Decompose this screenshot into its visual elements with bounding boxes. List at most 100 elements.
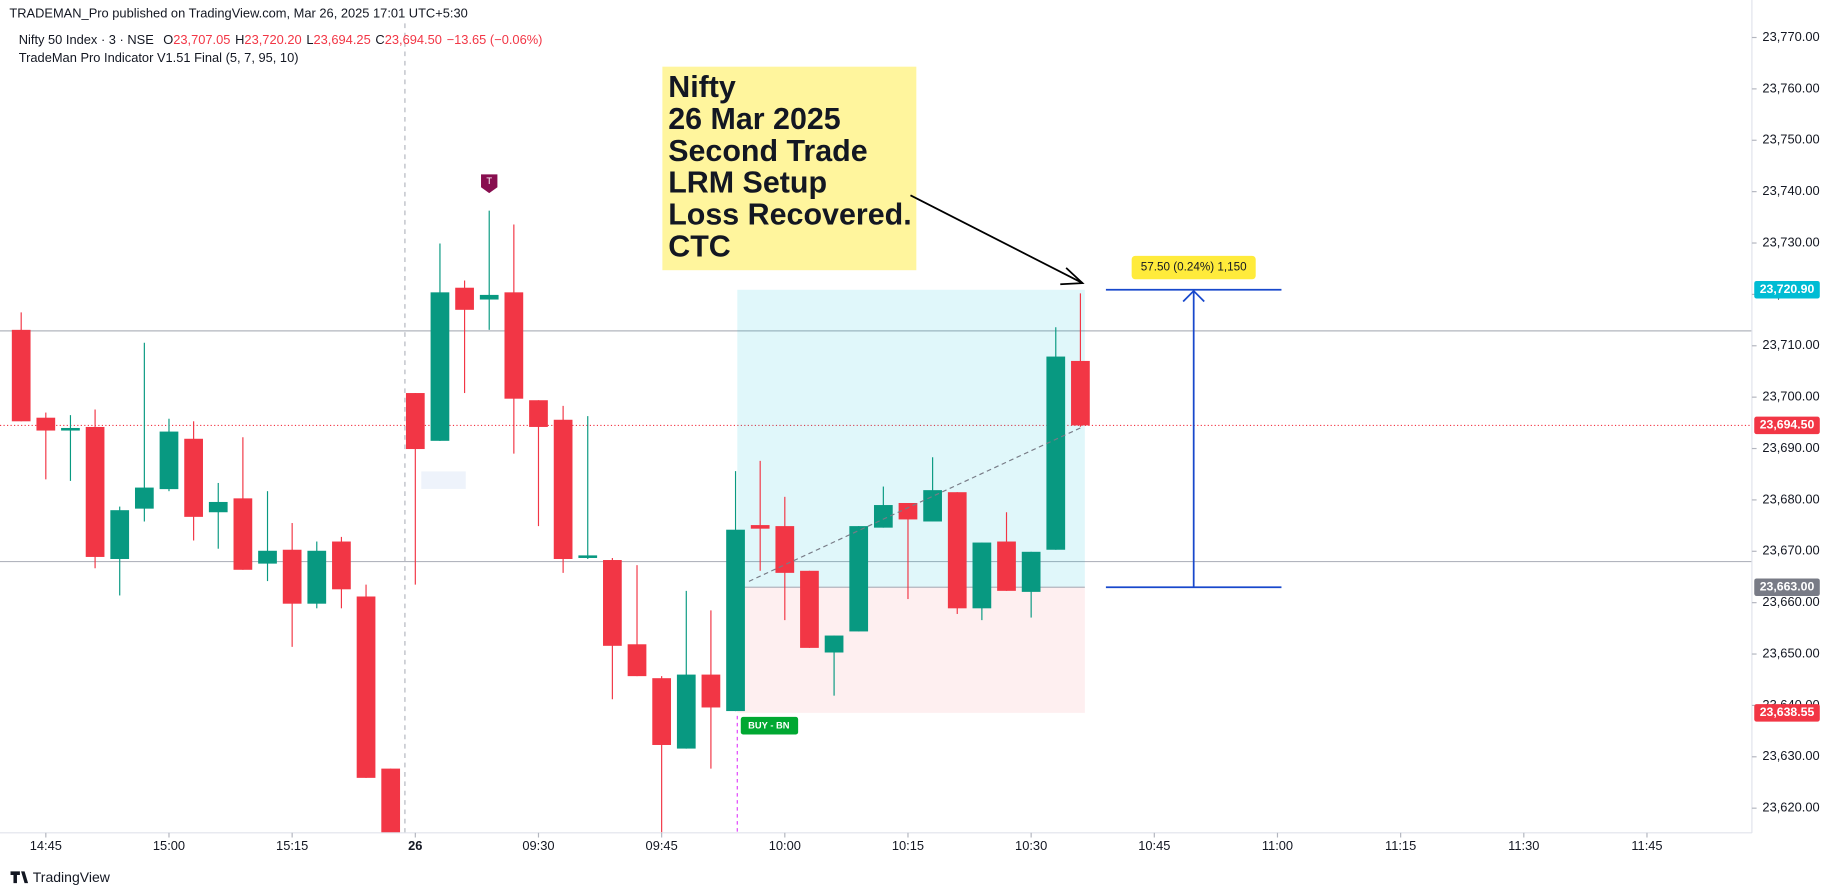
candle-body	[258, 550, 277, 564]
legend-key: C	[375, 32, 384, 47]
candle-body	[750, 525, 770, 529]
candle-body	[208, 501, 228, 513]
y-tick-label: 23,620.00	[1762, 800, 1819, 815]
x-tick-label: 11:30	[1508, 838, 1539, 853]
y-tick-label: 23,680.00	[1762, 491, 1819, 506]
x-tick-label: 11:15	[1385, 838, 1416, 853]
x-tick-label: 15:00	[153, 838, 185, 853]
annotation-line: 26 Mar 2025	[668, 102, 841, 136]
axis-label-bg	[1754, 704, 1820, 722]
candle-body	[997, 541, 1016, 591]
measure-arrowhead	[1182, 289, 1205, 303]
candle-body	[134, 487, 154, 509]
candle-body	[529, 400, 548, 427]
x-tick-label: 11:00	[1262, 838, 1293, 853]
price-label-bg	[1754, 416, 1820, 435]
candle-body	[504, 292, 524, 399]
candle-body	[873, 505, 893, 528]
legend-value: 23,694.25	[314, 32, 371, 47]
annotation-arrow	[910, 194, 1083, 284]
x-tick-label: 10:00	[769, 838, 801, 853]
candle-body	[405, 393, 425, 450]
candle-body	[36, 417, 56, 431]
candle-body	[1071, 360, 1090, 426]
candle-body	[332, 541, 351, 590]
candle-body	[849, 526, 869, 632]
legend-key: H	[235, 32, 244, 47]
candle-body	[553, 419, 573, 559]
buy-label: BUY - BN	[748, 721, 790, 731]
candle-body	[1046, 356, 1066, 550]
y-tick-label: 23,700.00	[1762, 389, 1819, 404]
candle-body	[381, 768, 401, 833]
candle-body	[627, 644, 647, 677]
axis-label: 23,638.55	[1760, 705, 1815, 719]
candle-body	[430, 292, 450, 441]
y-tick-label: 23,670.00	[1762, 543, 1819, 558]
logo: TradingView	[10, 869, 111, 885]
axis-label: 23,663.00	[1760, 580, 1815, 594]
candle-body	[726, 529, 745, 712]
candle-body	[603, 560, 622, 646]
legend-key: O	[163, 32, 173, 47]
x-tick-label: 10:30	[1015, 838, 1047, 853]
y-tick-label: 23,710.00	[1762, 337, 1819, 352]
y-tick-label: 23,750.00	[1762, 132, 1819, 147]
candles-layer	[11, 210, 1090, 833]
candle-body	[923, 490, 942, 522]
buy-label-bg	[740, 716, 799, 735]
annotation-arrowhead	[1060, 267, 1085, 286]
drawings-layer	[0, 289, 1752, 713]
y-tick-label: 23,650.00	[1762, 645, 1819, 660]
candle-body	[775, 526, 795, 573]
axis-label-bg	[1754, 578, 1820, 597]
x-tick-label: 10:45	[1138, 838, 1170, 853]
legend-value: 23,720.20	[244, 32, 301, 47]
y-tick-label: 23,630.00	[1762, 748, 1819, 763]
legend-value: 23,694.50	[385, 32, 442, 47]
y-tick-label: 23,760.00	[1762, 80, 1819, 95]
candle-body	[479, 294, 499, 300]
candle-body	[824, 635, 844, 653]
annotation-line: Second Trade	[668, 134, 867, 168]
header: TRADEMAN_Pro published on TradingView.co…	[9, 5, 467, 20]
candle-body	[282, 549, 302, 604]
legend-symbol: Nifty 50 Index · 3 · NSE	[19, 32, 155, 47]
axis-label: 23,720.90	[1760, 282, 1815, 296]
profit-zone	[737, 289, 1085, 588]
candle-body	[676, 674, 696, 749]
y-tick-label: 23,660.00	[1762, 594, 1819, 609]
legend-key: L	[306, 32, 313, 47]
y-tick-label: 23,690.00	[1762, 440, 1819, 455]
candle-body	[701, 674, 721, 708]
candle-body	[578, 555, 598, 558]
candle-body	[947, 492, 967, 609]
indicator: TradeMan Pro Indicator V1.51 Final (5, 7…	[19, 50, 299, 65]
y-tick-label: 23,740.00	[1762, 183, 1819, 198]
candle-body	[356, 596, 376, 778]
x-tick-label: 09:30	[522, 838, 554, 853]
candle-body	[652, 678, 672, 745]
faint-box	[421, 471, 466, 489]
candle-body	[85, 426, 105, 557]
candle-body	[455, 287, 474, 310]
signal-marker-text: T	[486, 176, 492, 186]
candle-body	[110, 510, 130, 559]
footer: TradingView	[33, 869, 111, 885]
candle-body	[972, 542, 992, 609]
x-tick-label: 15:15	[276, 838, 308, 853]
x-tick-label: 26	[408, 838, 422, 853]
price-label: 23,694.50	[1760, 418, 1815, 432]
x-tick-label: 14:45	[30, 838, 62, 853]
legend-change: −13.65 (−0.06%)	[447, 32, 543, 47]
measure-label-bg	[1131, 255, 1256, 280]
candle-body	[61, 427, 80, 431]
annotation-line: Loss Recovered.	[668, 198, 911, 232]
legend: Nifty 50 Index · 3 · NSE O23,707.05 H23,72…	[19, 32, 543, 47]
y-tick-label: 23,730.00	[1762, 234, 1819, 249]
candle-body	[307, 550, 327, 604]
annotation-line: CTC	[668, 230, 731, 264]
